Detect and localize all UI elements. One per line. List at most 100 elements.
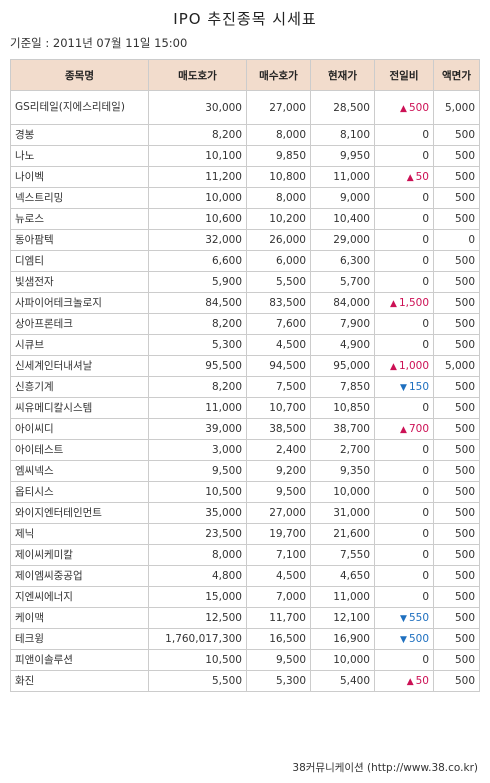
cell-bid-price: 7,500	[246, 376, 311, 398]
cell-change: 0	[374, 397, 434, 419]
change-value: 150	[408, 381, 429, 393]
change-value: 0	[422, 192, 429, 204]
cell-ask-price: 4,800	[148, 565, 247, 587]
cell-bid-price: 9,500	[246, 649, 311, 671]
header-bid-price: 매수호가	[246, 59, 311, 91]
cell-current-price: 29,000	[310, 229, 375, 251]
cell-par-value: 500	[433, 187, 480, 209]
cell-ask-price: 12,500	[148, 607, 247, 629]
triangle-down-icon: ▼	[400, 635, 407, 645]
table-row: 옵티시스 10,500 9,500 10,000 0 500	[10, 481, 480, 503]
cell-stock-name: GS리테일(지에스리테일)	[10, 90, 149, 125]
cell-change: ▲ 50	[374, 166, 434, 188]
table-row: 아이씨디 39,000 38,500 38,700 ▲ 700 500	[10, 418, 480, 440]
cell-bid-price: 38,500	[246, 418, 311, 440]
cell-bid-price: 27,000	[246, 502, 311, 524]
cell-current-price: 28,500	[310, 90, 375, 125]
cell-stock-name: 신세계인터내셔날	[10, 355, 149, 377]
cell-par-value: 500	[433, 376, 480, 398]
cell-current-price: 2,700	[310, 439, 375, 461]
cell-stock-name: 피앤이솔루션	[10, 649, 149, 671]
cell-bid-price: 19,700	[246, 523, 311, 545]
table-row: 씨유메디칼시스템 11,000 10,700 10,850 0 500	[10, 397, 480, 419]
table-row: 케이맥 12,500 11,700 12,100 ▼ 550 500	[10, 607, 480, 629]
cell-ask-price: 5,300	[148, 334, 247, 356]
change-value: 0	[422, 591, 429, 603]
cell-par-value: 500	[433, 523, 480, 545]
header-stock-name: 종목명	[10, 59, 149, 91]
cell-par-value: 500	[433, 250, 480, 272]
cell-bid-price: 11,700	[246, 607, 311, 629]
cell-change: ▲ 50	[374, 670, 434, 692]
change-value: 0	[422, 570, 429, 582]
cell-current-price: 7,850	[310, 376, 375, 398]
cell-current-price: 38,700	[310, 418, 375, 440]
change-value: 0	[422, 528, 429, 540]
cell-bid-price: 5,500	[246, 271, 311, 293]
cell-par-value: 500	[433, 502, 480, 524]
cell-ask-price: 84,500	[148, 292, 247, 314]
cell-ask-price: 10,500	[148, 481, 247, 503]
cell-change: ▲ 1,500	[374, 292, 434, 314]
cell-par-value: 500	[433, 628, 480, 650]
cell-stock-name: 넥스트리밍	[10, 187, 149, 209]
cell-ask-price: 95,500	[148, 355, 247, 377]
change-value: 0	[422, 486, 429, 498]
cell-ask-price: 11,000	[148, 397, 247, 419]
cell-par-value: 500	[433, 397, 480, 419]
cell-ask-price: 35,000	[148, 502, 247, 524]
cell-change: 0	[374, 124, 434, 146]
table-row: 상아프론테크 8,200 7,600 7,900 0 500	[10, 313, 480, 335]
table-row: 빛샘전자 5,900 5,500 5,700 0 500	[10, 271, 480, 293]
table-row: 테크윙 1,760,017,300 16,500 16,900 ▼ 500 500	[10, 628, 480, 650]
cell-change: 0	[374, 460, 434, 482]
cell-par-value: 500	[433, 145, 480, 167]
cell-stock-name: 엠씨넥스	[10, 460, 149, 482]
change-value: 700	[408, 423, 429, 435]
cell-stock-name: 테크윙	[10, 628, 149, 650]
cell-ask-price: 6,600	[148, 250, 247, 272]
cell-ask-price: 5,900	[148, 271, 247, 293]
cell-stock-name: 나이벡	[10, 166, 149, 188]
cell-stock-name: 화진	[10, 670, 149, 692]
cell-stock-name: 뉴로스	[10, 208, 149, 230]
table-row: GS리테일(지에스리테일) 30,000 27,000 28,500 ▲ 500 5,000	[10, 90, 480, 125]
change-value: 0	[422, 465, 429, 477]
cell-bid-price: 8,000	[246, 124, 311, 146]
cell-ask-price: 30,000	[148, 90, 247, 125]
change-value: 1,500	[398, 297, 429, 309]
cell-stock-name: 씨유메디칼시스템	[10, 397, 149, 419]
cell-bid-price: 4,500	[246, 334, 311, 356]
cell-current-price: 11,000	[310, 586, 375, 608]
cell-change: ▼ 500	[374, 628, 434, 650]
cell-bid-price: 10,800	[246, 166, 311, 188]
cell-current-price: 10,850	[310, 397, 375, 419]
table-row: 아이테스트 3,000 2,400 2,700 0 500	[10, 439, 480, 461]
cell-bid-price: 10,700	[246, 397, 311, 419]
cell-bid-price: 7,600	[246, 313, 311, 335]
cell-change: ▲ 500	[374, 90, 434, 125]
change-value: 0	[422, 549, 429, 561]
cell-par-value: 500	[433, 607, 480, 629]
cell-change: 0	[374, 313, 434, 335]
change-value: 0	[422, 234, 429, 246]
cell-change: 0	[374, 586, 434, 608]
cell-current-price: 9,950	[310, 145, 375, 167]
cell-par-value: 500	[433, 313, 480, 335]
cell-stock-name: 제닉	[10, 523, 149, 545]
change-value: 0	[422, 444, 429, 456]
cell-par-value: 500	[433, 208, 480, 230]
cell-bid-price: 10,200	[246, 208, 311, 230]
table-row: 시큐브 5,300 4,500 4,900 0 500	[10, 334, 480, 356]
cell-change: ▲ 700	[374, 418, 434, 440]
cell-change: 0	[374, 145, 434, 167]
cell-bid-price: 7,000	[246, 586, 311, 608]
cell-par-value: 500	[433, 565, 480, 587]
cell-current-price: 21,600	[310, 523, 375, 545]
cell-par-value: 500	[433, 271, 480, 293]
cell-change: 0	[374, 439, 434, 461]
cell-stock-name: 지엔씨에너지	[10, 586, 149, 608]
cell-current-price: 16,900	[310, 628, 375, 650]
cell-current-price: 4,900	[310, 334, 375, 356]
cell-ask-price: 5,500	[148, 670, 247, 692]
